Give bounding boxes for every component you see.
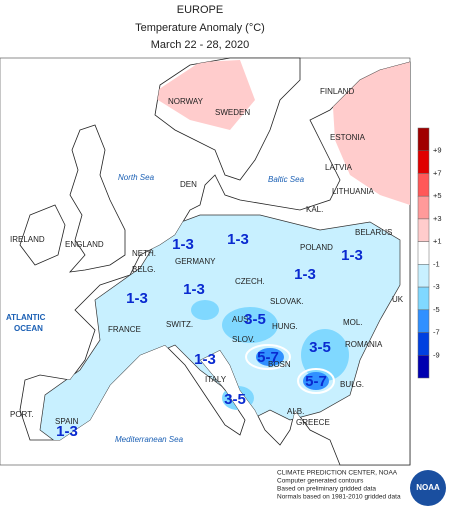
anomaly-label: 5-7 [257, 349, 279, 366]
contour-highlight [245, 344, 291, 370]
country-label: ROMANIA [345, 340, 383, 349]
logo [410, 470, 446, 506]
anomaly-label: 1-3 [294, 266, 316, 283]
country-label: CZECH. [235, 277, 265, 286]
footer-line: Normals based on 1981-2010 gridded data [277, 494, 401, 501]
legend-label: +1 [433, 237, 442, 246]
shade-region [303, 372, 329, 390]
anomaly-label: 1-3 [172, 236, 194, 253]
legend: +9 +7 +5 +3 +1 -1 -3 -5 -7 -9 [417, 127, 442, 379]
country-label: NETH. [132, 249, 156, 258]
legend-swatch [417, 309, 430, 333]
anomaly-label: 5-7 [305, 373, 327, 390]
country-label: IRELAND [10, 235, 45, 244]
contour-highlight [297, 368, 335, 394]
sea-label: Mediterranean Sea [115, 435, 184, 444]
country-label: SWITZ. [166, 320, 193, 329]
country-label: SLOVAK. [270, 297, 304, 306]
country-label: SPAIN [55, 417, 79, 426]
country-label: PORT. [10, 410, 33, 419]
legend-swatch [417, 195, 430, 220]
anomaly-label: 1-3 [56, 423, 78, 440]
legend-label: +5 [433, 191, 442, 200]
legend-swatch [417, 241, 430, 265]
anomaly-shading [39, 58, 410, 446]
legend-swatch [417, 264, 430, 288]
country-label: KAL. [306, 205, 323, 214]
legend-swatch [417, 127, 430, 151]
country-label: FINLAND [320, 87, 354, 96]
country-label: BELG. [132, 265, 156, 274]
legend-swatch [417, 218, 430, 242]
country-label: ALB. [287, 407, 304, 416]
title: EUROPE [177, 4, 223, 16]
anomaly-label: 3-5 [224, 391, 246, 408]
shade-region [191, 300, 219, 320]
legend-swatch [417, 173, 430, 197]
country-label: DEN [180, 180, 197, 189]
legend-swatch [417, 355, 430, 379]
legend-label: -5 [433, 305, 440, 314]
country-label: LATVIA [325, 163, 353, 172]
country-label: ITALY [205, 375, 227, 384]
legend-swatch [417, 332, 430, 356]
footer-line: Based on preliminary gridded data [277, 486, 376, 493]
sea-label: North Sea [118, 173, 155, 182]
shade-region [150, 60, 255, 130]
country-label: LITHUANIA [332, 187, 374, 196]
country-label: MOL. [343, 318, 363, 327]
shade-region [222, 307, 278, 343]
footer-line: CLIMATE PREDICTION CENTER, NOAA [277, 470, 398, 477]
country-label: NORWAY [168, 97, 204, 106]
country-label: BULG. [340, 380, 364, 389]
subtitle: Temperature Anomaly (°C) [135, 22, 265, 34]
anomaly-label: 3-5 [309, 339, 331, 356]
country-label: BELARUS [355, 228, 392, 237]
anomaly-label: 1-3 [126, 290, 148, 307]
anomaly-label: 1-3 [341, 247, 363, 264]
legend-label: +7 [433, 168, 442, 177]
country-label: UK [392, 295, 404, 304]
footer-line: Computer generated contours [277, 478, 364, 485]
legend-swatch [417, 150, 430, 174]
legend-label: -9 [433, 350, 440, 359]
sea-label: Baltic Sea [268, 175, 305, 184]
anomaly-label: 1-3 [227, 231, 249, 248]
country-label: POLAND [300, 243, 333, 252]
legend-label: +3 [433, 214, 442, 223]
country-label: AUS [232, 315, 248, 324]
logo-text: NOAA [416, 483, 440, 492]
country-label: GERMANY [175, 257, 216, 266]
country-label: SWEDEN [215, 108, 250, 117]
country-label: GREECE [296, 418, 330, 427]
anomaly-label: 3-5 [244, 311, 266, 328]
country-label: FRANCE [108, 325, 141, 334]
sea-label: ATLANTIC OCEAN [6, 313, 46, 333]
shade-region [330, 58, 410, 205]
country-label: HUNG. [272, 322, 298, 331]
legend-label: -7 [433, 328, 440, 337]
shade-region [301, 329, 349, 381]
labels: NORWAY SWEDEN FINLAND ESTONIA LATVIA LITHUANI… [6, 87, 404, 444]
country-label: ESTONIA [330, 133, 366, 142]
shade-region [256, 348, 284, 366]
anomaly-label: 1-3 [183, 281, 205, 298]
legend-label: +9 [433, 146, 442, 155]
legend-swatch [417, 286, 430, 311]
legend-label: -3 [433, 282, 440, 291]
legend-label: -1 [433, 259, 440, 268]
country-label: ENGLAND [65, 240, 104, 249]
anomaly-label: 1-3 [194, 351, 216, 368]
country-label: SLOV. [232, 335, 255, 344]
country-label: BOSN [268, 360, 291, 369]
dates: March 22 - 28, 2020 [151, 39, 249, 51]
